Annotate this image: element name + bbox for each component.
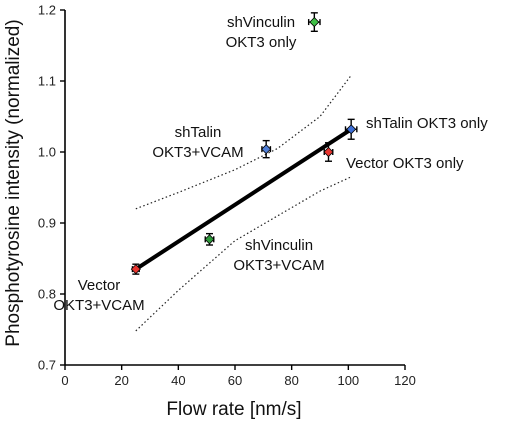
y-tick-label: 1.0 bbox=[38, 145, 56, 160]
y-tick-label: 0.9 bbox=[38, 216, 56, 231]
point-marker bbox=[323, 146, 334, 158]
x-tick-label: 40 bbox=[171, 373, 185, 388]
point-label-line: OKT3+VCAM bbox=[53, 297, 144, 314]
x-tick-label: 60 bbox=[228, 373, 242, 388]
point-label: shVinculin OKT3+VCAM bbox=[233, 237, 324, 274]
y-tick-label: 0.7 bbox=[38, 358, 56, 373]
data-point bbox=[323, 142, 334, 162]
point-label-line: Vector bbox=[78, 277, 121, 294]
x-tick-label: 20 bbox=[114, 373, 128, 388]
axes: 0 20 40 60 80 100 120 0.7 0.8 0.9 1.0 1.1 1.2 bbox=[38, 3, 416, 389]
point-label-line: OKT3+VCAM bbox=[233, 257, 324, 274]
point-label-line: OKT3+VCAM bbox=[152, 144, 243, 161]
y-tick-label: 0.8 bbox=[38, 287, 56, 302]
y-tick-label: 1.2 bbox=[38, 3, 56, 18]
x-tick-label: 80 bbox=[284, 373, 298, 388]
regression-line bbox=[133, 127, 354, 272]
point-marker bbox=[204, 234, 215, 245]
data-point bbox=[344, 118, 358, 140]
point-label: Vector OKT3+VCAM bbox=[53, 277, 144, 314]
data-point bbox=[261, 139, 272, 159]
confidence-band-lower bbox=[135, 176, 352, 332]
point-label-line: OKT3 only bbox=[226, 34, 297, 51]
data-point bbox=[307, 12, 321, 32]
data-points bbox=[130, 12, 358, 275]
y-axis-title: Phosphotyrosine intensity (normalized) bbox=[3, 19, 24, 346]
fit-line bbox=[133, 127, 354, 272]
x-axis-title: Flow rate [nm/s] bbox=[166, 399, 301, 420]
point-marker bbox=[261, 144, 272, 155]
point-label: shTalin OKT3 only bbox=[366, 115, 488, 132]
x-tick-label: 120 bbox=[394, 373, 416, 388]
confidence-band-upper bbox=[135, 74, 352, 210]
x-tick-label: 0 bbox=[61, 373, 68, 388]
y-tick-label: 1.1 bbox=[38, 74, 56, 89]
point-marker bbox=[346, 124, 357, 135]
point-label-line: Vector OKT3 only bbox=[346, 155, 464, 172]
point-label: Vector OKT3 only bbox=[346, 155, 464, 172]
data-point bbox=[130, 263, 141, 275]
point-label-line: shVinculin bbox=[245, 237, 313, 254]
point-label-line: shVinculin bbox=[227, 14, 295, 31]
x-tick-label: 100 bbox=[337, 373, 359, 388]
point-marker bbox=[130, 264, 141, 275]
point-marker bbox=[309, 17, 320, 28]
confidence-band bbox=[135, 74, 352, 332]
point-label-line: shTalin OKT3 only bbox=[366, 115, 488, 132]
data-point bbox=[204, 232, 215, 246]
point-label: shTalin OKT3+VCAM bbox=[152, 124, 243, 161]
point-label-line: shTalin bbox=[175, 124, 222, 141]
point-label: shVinculin OKT3 only bbox=[226, 14, 297, 51]
